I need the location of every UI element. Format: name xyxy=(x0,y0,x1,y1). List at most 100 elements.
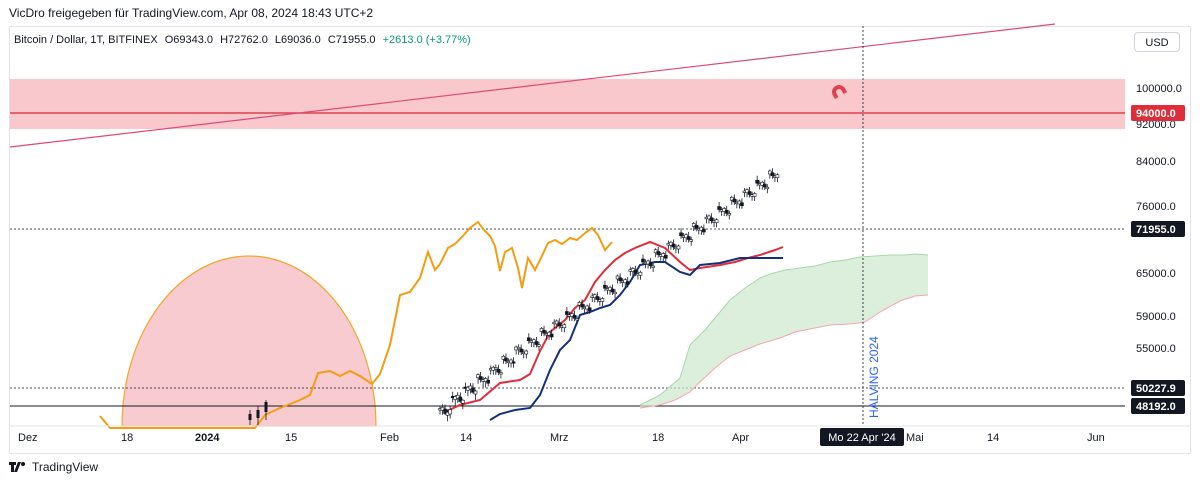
candle-body xyxy=(676,245,681,250)
legend-open: O69343.0 xyxy=(164,34,214,46)
chart-frame[interactable] xyxy=(9,26,1191,454)
candle-body xyxy=(448,409,452,415)
price-label: 48192.0 xyxy=(1136,401,1176,413)
halving-annotation: HALVING 2024 xyxy=(867,336,881,418)
candle-body xyxy=(765,186,770,190)
symbol-legend: Bitcoin / Dollar, 1T, BITFINEX O69343.0 … xyxy=(14,34,475,46)
time-tick-label: 2024 xyxy=(195,432,220,444)
footer-brand: TradingView xyxy=(9,457,98,477)
candle-body xyxy=(519,348,523,353)
candle-body xyxy=(458,396,463,402)
candle-body xyxy=(248,414,252,420)
currency-button[interactable]: USD xyxy=(1134,32,1180,52)
candle-body xyxy=(762,183,767,188)
price-label: 50227.9 xyxy=(1136,383,1176,395)
candle-body xyxy=(496,368,501,373)
candle-body xyxy=(747,191,752,195)
price-tick-label: 92000.0 xyxy=(1136,119,1176,131)
candle-body xyxy=(473,390,478,395)
time-tick-label: 18 xyxy=(652,432,664,444)
candle-body xyxy=(572,314,577,319)
candle-body xyxy=(580,303,584,308)
candle-body xyxy=(770,172,775,177)
candles-group xyxy=(438,168,780,422)
candle-body xyxy=(702,228,706,233)
candle-body xyxy=(256,410,260,418)
candle-body xyxy=(689,239,693,242)
ichimoku-cloud xyxy=(640,254,928,408)
price-label: 71955.0 xyxy=(1136,224,1176,236)
time-tick-label: 14 xyxy=(460,432,472,444)
legend-change: +2613.0 (+3.77%) xyxy=(382,34,471,46)
candle-body xyxy=(714,219,719,224)
candle-body xyxy=(732,198,737,203)
cloud-span-a xyxy=(639,253,929,406)
resistance-zone xyxy=(10,79,1125,129)
crosshair-date-bg xyxy=(820,428,904,446)
candle-body xyxy=(527,337,531,342)
share-header: VicDro freigegeben für TradingView.com, … xyxy=(0,0,1200,26)
footer-brand-text: TradingView xyxy=(32,460,99,474)
candle-body xyxy=(625,281,630,285)
candle-body xyxy=(740,202,744,207)
candle-body xyxy=(562,324,567,329)
time-tick-label: 14 xyxy=(987,432,999,444)
conversion-line xyxy=(444,240,784,413)
candle-body xyxy=(264,402,268,412)
time-tick-label: Dez xyxy=(18,432,38,444)
candle-body xyxy=(671,243,676,248)
time-tick-label: 15 xyxy=(285,432,297,444)
price-tick-label: 84000.0 xyxy=(1136,156,1176,168)
legend-symbol: Bitcoin / Dollar, 1T, BITFINEX xyxy=(14,34,158,46)
candle-body xyxy=(524,350,529,355)
candle-body xyxy=(542,329,546,334)
price-tick-label: 100000.0 xyxy=(1136,83,1182,95)
candle-body xyxy=(638,271,643,276)
candle-body xyxy=(648,262,653,267)
candle-body xyxy=(534,341,539,345)
candle-body xyxy=(709,217,714,222)
candle-body xyxy=(717,206,721,210)
time-tick-label: Jun xyxy=(1087,432,1105,444)
candle-body xyxy=(587,307,592,312)
candle-body xyxy=(775,174,780,179)
candle-body xyxy=(516,346,521,350)
candle-body xyxy=(694,224,699,229)
tradingview-logo-icon xyxy=(9,462,25,472)
candle-body xyxy=(679,232,683,237)
candle-body xyxy=(575,318,579,321)
price-tick-label: 59000.0 xyxy=(1136,311,1176,323)
price-tick-label: 55000.0 xyxy=(1136,343,1176,355)
time-tick-label: Mrz xyxy=(550,432,568,444)
candle-body xyxy=(443,408,447,414)
time-tick-label: 18 xyxy=(121,432,133,444)
candle-body xyxy=(595,296,600,300)
candle-body xyxy=(613,291,617,295)
candle-body xyxy=(537,344,541,347)
candle-body xyxy=(461,399,465,404)
candle-body xyxy=(471,387,475,393)
candle-body xyxy=(565,311,569,315)
candle-body xyxy=(511,361,516,364)
base-line xyxy=(489,257,783,421)
candle-body xyxy=(600,298,605,302)
candle-body xyxy=(549,333,554,338)
candle-body xyxy=(755,179,759,184)
candle-body xyxy=(486,379,491,384)
price-label-bg xyxy=(1131,380,1185,396)
candle-body xyxy=(752,193,757,197)
cloud-span-b xyxy=(639,294,929,409)
candle-body xyxy=(603,284,607,289)
candle-body xyxy=(633,269,638,274)
candle-body xyxy=(686,236,691,240)
candle-body xyxy=(641,258,645,263)
candle-body xyxy=(557,322,562,327)
time-tick-label: Apr xyxy=(732,432,749,444)
legend-low: L69036.0 xyxy=(274,34,321,46)
candle-body xyxy=(504,357,508,362)
highlight-circle xyxy=(121,255,377,427)
shared-by-text: VicDro freigegeben für TradingView.com, … xyxy=(9,6,374,20)
candle-body xyxy=(618,277,622,282)
price-label-bg xyxy=(1131,105,1185,121)
